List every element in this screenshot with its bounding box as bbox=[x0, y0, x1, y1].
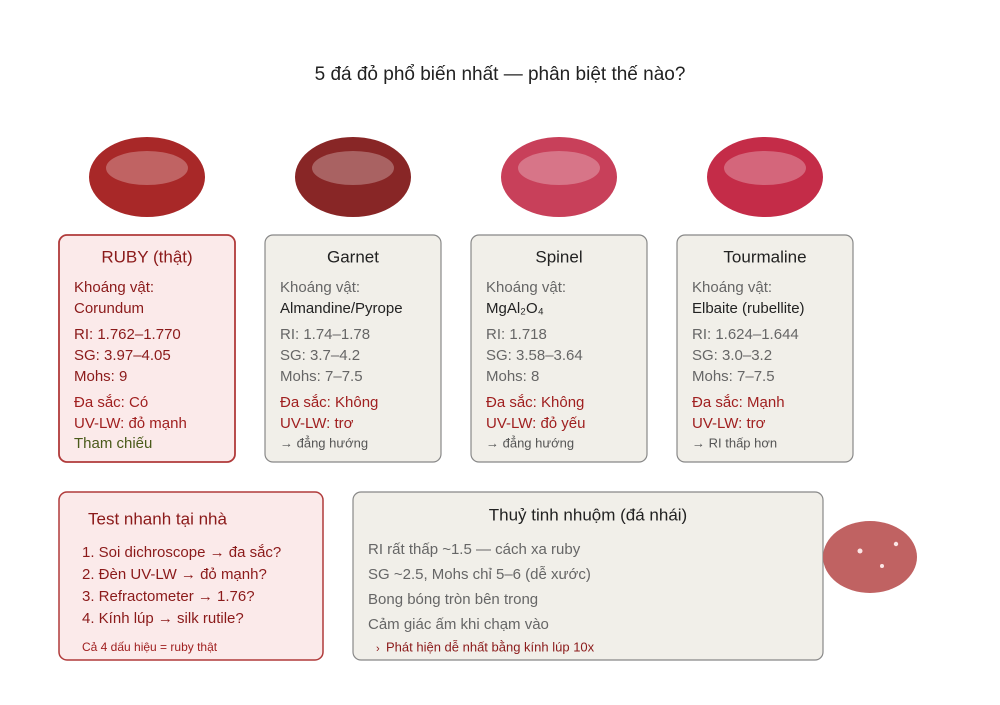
gem-name: Garnet bbox=[327, 247, 379, 266]
glass-box bbox=[352, 491, 824, 661]
gem-note: → đẳng hướng bbox=[280, 435, 368, 450]
gem-pleochroism: Đa sắc: Không bbox=[486, 394, 584, 411]
gem-note: → đẳng hướng bbox=[486, 435, 574, 450]
gem-stone bbox=[501, 137, 617, 217]
gem-card bbox=[676, 234, 854, 463]
gem-card bbox=[58, 234, 236, 463]
gem-ri: RI: 1.74–1.78 bbox=[280, 326, 370, 343]
glass-line: SG ~2.5, Mohs chỉ 5–6 (dễ xước) bbox=[368, 566, 591, 583]
glass-line: RI rất thấp ~1.5 — cách xa ruby bbox=[368, 541, 581, 558]
gem-stone bbox=[295, 137, 411, 217]
gem-sg: SG: 3.0–3.2 bbox=[692, 347, 772, 364]
glass-line: Cảm giác ấm khi chạm vào bbox=[368, 616, 549, 633]
quick-test-step: 2. Đèn UV-LW → đỏ mạnh? bbox=[82, 566, 267, 583]
gem-ri: RI: 1.762–1.770 bbox=[74, 326, 181, 343]
bubble bbox=[893, 541, 899, 547]
gem-mohs: Mohs: 7–7.5 bbox=[280, 368, 363, 385]
glass-line: Bong bóng tròn bên trong bbox=[368, 591, 538, 608]
gem-pleochroism: Đa sắc: Mạnh bbox=[692, 394, 785, 411]
gem-mineral-label: Khoáng vật: bbox=[692, 279, 772, 296]
gem-highlight bbox=[518, 151, 600, 185]
gem-mohs: Mohs: 9 bbox=[74, 368, 127, 385]
gem-mineral-label: Khoáng vật: bbox=[280, 279, 360, 296]
gem-stone bbox=[89, 137, 205, 217]
gem-stone bbox=[707, 137, 823, 217]
gem-sg: SG: 3.7–4.2 bbox=[280, 347, 360, 364]
gem-mohs: Mohs: 7–7.5 bbox=[692, 368, 775, 385]
gem-name: Spinel bbox=[535, 247, 582, 266]
gem-mineral-label: Khoáng vật: bbox=[74, 279, 154, 296]
gem-mohs: Mohs: 8 bbox=[486, 368, 539, 385]
quick-test-step: 1. Soi dichroscope → đa sắc? bbox=[82, 544, 281, 561]
gem-ri: RI: 1.718 bbox=[486, 326, 547, 343]
gem-mineral: MgAl₂O₄ bbox=[486, 300, 544, 317]
gem-card bbox=[264, 234, 442, 463]
gem-highlight bbox=[724, 151, 806, 185]
gem-pleochroism: Đa sắc: Có bbox=[74, 394, 148, 411]
gem-note: Tham chiếu bbox=[74, 435, 152, 452]
gem-mineral-label: Khoáng vật: bbox=[486, 279, 566, 296]
gem-uv: UV-LW: đỏ mạnh bbox=[74, 415, 187, 432]
gem-highlight bbox=[312, 151, 394, 185]
gem-mineral: Elbaite (rubellite) bbox=[692, 300, 805, 317]
glass-stone bbox=[823, 521, 917, 593]
gem-card bbox=[470, 234, 648, 463]
quick-test-step: 4. Kính lúp → silk rutile? bbox=[82, 610, 244, 627]
bubble bbox=[857, 548, 863, 554]
gem-sg: SG: 3.97–4.05 bbox=[74, 347, 171, 364]
quick-test-title: Test nhanh tại nhà bbox=[88, 509, 227, 528]
gem-ri: RI: 1.624–1.644 bbox=[692, 326, 799, 343]
quick-test-box bbox=[58, 491, 324, 661]
gem-mineral: Almandine/Pyrope bbox=[280, 300, 403, 317]
gem-name: Tourmaline bbox=[723, 247, 806, 266]
glass-title: Thuỷ tinh nhuộm (đá nhái) bbox=[489, 505, 687, 524]
gem-mineral: Corundum bbox=[74, 300, 144, 317]
quick-test-footer: Cả 4 dấu hiệu = ruby thật bbox=[82, 640, 218, 654]
gem-sg: SG: 3.58–3.64 bbox=[486, 347, 583, 364]
quick-test-step: 3. Refractometer → 1.76? bbox=[82, 588, 255, 605]
gem-uv: UV-LW: trơ bbox=[280, 415, 354, 432]
title: 5 đá đỏ phổ biến nhất — phân biệt thế nà… bbox=[315, 64, 686, 85]
gem-name: RUBY (thật) bbox=[101, 247, 192, 266]
gem-uv: UV-LW: trơ bbox=[692, 415, 766, 432]
glass-tip: Phát hiện dễ nhất bằng kính lúp 10x bbox=[386, 639, 595, 654]
tip-marker: › bbox=[376, 643, 380, 655]
bubble bbox=[880, 564, 884, 568]
gem-highlight bbox=[106, 151, 188, 185]
gem-pleochroism: Đa sắc: Không bbox=[280, 394, 378, 411]
gem-note: → RI thấp hơn bbox=[692, 435, 777, 450]
gem-uv: UV-LW: đỏ yếu bbox=[486, 415, 586, 432]
